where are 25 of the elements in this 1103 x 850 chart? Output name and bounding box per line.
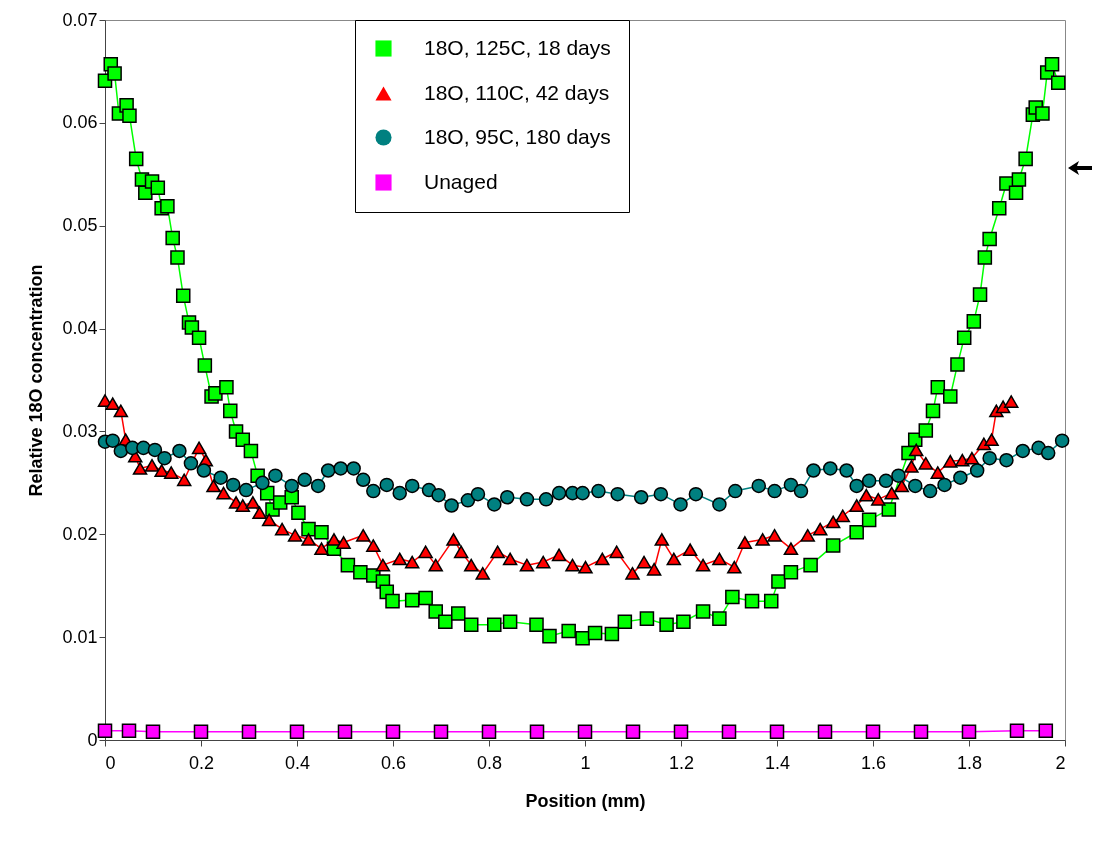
x-tick-label: 1.6 [860,752,887,773]
y-tick-label: 0.03 [62,420,98,441]
x-tick-label: 1 [580,752,591,773]
x-tick-label: 0 [105,752,116,773]
x-tick-label: 0.2 [188,752,215,773]
y-axis-title: Relative 18O concentration [26,264,47,497]
x-tick-label: 1.2 [668,752,695,773]
x-tick-label: 0.8 [476,752,503,773]
x-tick-label: 2 [1055,752,1066,773]
legend-label: 18O, 125C, 18 days [424,35,611,59]
x-axis-title: Position (mm) [525,790,646,811]
y-tick-label: 0.01 [62,626,98,647]
legend-label: Unaged [424,169,498,193]
y-tick-label: 0.07 [62,9,98,30]
y-tick-label: 0.02 [62,523,98,544]
y-tick-label: 0.04 [62,318,98,339]
x-tick-label: 1.8 [956,752,983,773]
x-tick-label: 0.4 [284,752,311,773]
legend-label: 18O, 95C, 180 days [424,124,611,148]
x-tick-label: 0.6 [380,752,407,773]
y-tick-label: 0.05 [62,215,98,236]
x-tick-label: 1.4 [764,752,791,773]
legend-label: 18O, 110C, 42 days [424,80,610,104]
y-tick-label: 0.06 [62,112,98,133]
y-tick-label: 0 [87,729,98,750]
